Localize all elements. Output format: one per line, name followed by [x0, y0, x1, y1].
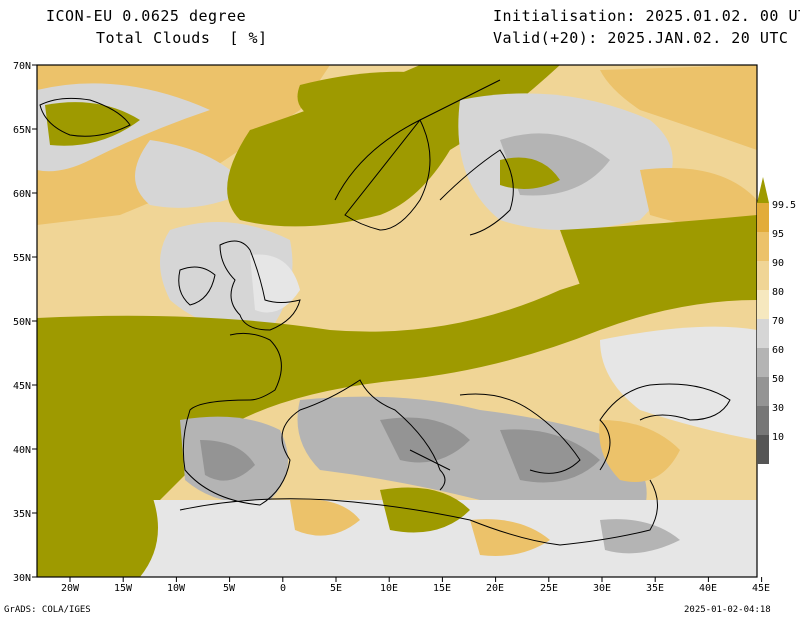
lat-label: 55N: [13, 253, 31, 264]
footer-grads: GrADS: COLA/IGES: [4, 605, 91, 615]
lon-label: 45E: [752, 583, 770, 594]
lon-label: 5E: [330, 583, 342, 594]
lon-label: 10W: [167, 583, 186, 594]
colorbar-label: 60: [772, 345, 784, 356]
colorbar-swatch: [757, 261, 769, 290]
lon-label: 5W: [223, 583, 236, 594]
lon-label: 40E: [699, 583, 717, 594]
lon-label: 30E: [593, 583, 611, 594]
lon-label: 15W: [114, 583, 133, 594]
coastlines: [39, 79, 731, 546]
colorbar-label: 70: [772, 316, 784, 327]
lat-label: 50N: [13, 317, 31, 328]
init-time: Initialisation: 2025.01.02. 00 UTC: [493, 7, 800, 25]
lon-label: 35E: [646, 583, 664, 594]
colorbar-arrow: [757, 177, 769, 203]
footer-timestamp: 2025-01-02-04:18: [684, 605, 771, 615]
colorbar-swatch: [757, 319, 769, 348]
colorbar-label: 50: [772, 374, 784, 385]
lon-label: 0: [280, 583, 286, 594]
colorbar-swatch: [757, 406, 769, 435]
colorbar-label: 99.5: [772, 200, 796, 211]
latitude-labels: 70N 65N 60N 55N 50N 45N 40N 35N 30N: [13, 61, 31, 584]
cloud-field: [37, 65, 757, 577]
colorbar-swatch: [757, 203, 769, 232]
lon-label: 25E: [540, 583, 558, 594]
colorbar-swatch: [757, 232, 769, 261]
colorbar-label: 90: [772, 258, 784, 269]
colorbar-labels: 99.5 95 90 80 70 60 50 30 10: [772, 200, 796, 443]
variable-title: Total Clouds [ %]: [96, 29, 268, 47]
colorbar-swatch: [757, 377, 769, 406]
colorbar-label: 95: [772, 229, 784, 240]
lat-label: 45N: [13, 381, 31, 392]
colorbar-swatch: [757, 348, 769, 377]
colorbar-swatch: [757, 435, 769, 464]
colorbar-label: 30: [772, 403, 784, 414]
model-title: ICON-EU 0.0625 degree: [46, 7, 247, 25]
colorbar-label: 10: [772, 432, 784, 443]
lat-label: 35N: [13, 509, 31, 520]
lon-label: 20E: [486, 583, 504, 594]
axis-ticks: [32, 64, 763, 582]
lat-label: 30N: [13, 573, 31, 584]
colorbar-label: 80: [772, 287, 784, 298]
lon-label: 20W: [61, 583, 80, 594]
lat-label: 60N: [13, 189, 31, 200]
colorbar-swatch: [757, 290, 769, 319]
lat-label: 70N: [13, 61, 31, 72]
lon-label: 10E: [380, 583, 398, 594]
longitude-labels: 20W 15W 10W 5W 0 5E 10E 15E 20E 25E 30E …: [61, 583, 770, 594]
colorbar: [757, 177, 769, 464]
lat-label: 40N: [13, 445, 31, 456]
valid-time: Valid(+20): 2025.JAN.02. 20 UTC: [493, 29, 789, 47]
lat-label: 65N: [13, 125, 31, 136]
lon-label: 15E: [433, 583, 451, 594]
